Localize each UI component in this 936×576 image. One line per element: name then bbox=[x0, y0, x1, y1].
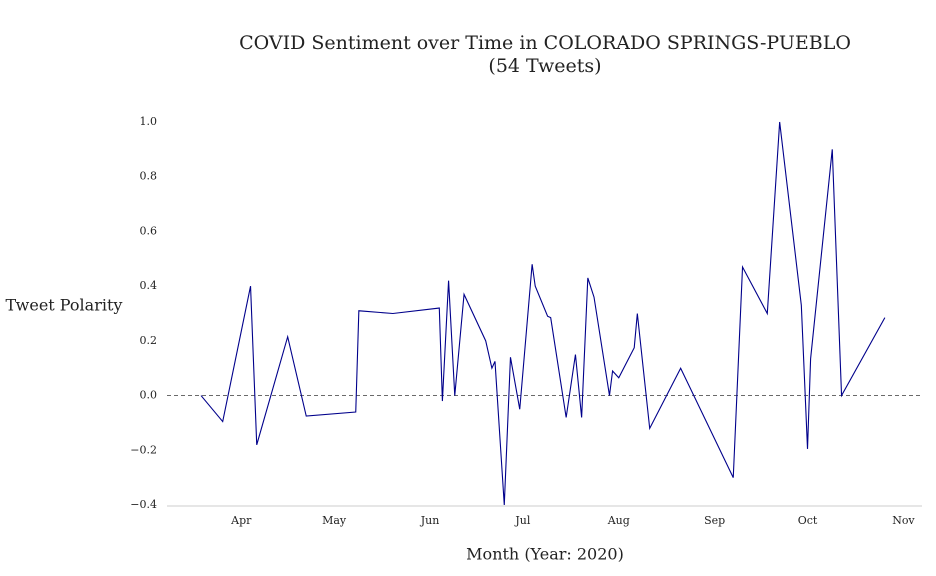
x-tick-label: Apr bbox=[230, 514, 252, 527]
y-tick-label: 0.2 bbox=[140, 334, 158, 347]
y-tick-label: 1.0 bbox=[140, 115, 158, 128]
x-tick-label: Nov bbox=[892, 514, 915, 527]
x-tick-label: Aug bbox=[607, 514, 630, 527]
y-tick-label: 0.8 bbox=[140, 170, 158, 183]
x-tick-label: Sep bbox=[704, 514, 725, 527]
chart-subtitle: (54 Tweets) bbox=[488, 55, 601, 77]
y-tick-label: 0.4 bbox=[140, 279, 158, 292]
y-axis-title: Tweet Polarity bbox=[6, 296, 123, 315]
x-tick-label: May bbox=[322, 514, 347, 527]
y-tick-label: −0.4 bbox=[130, 498, 157, 511]
y-tick-label: 0.6 bbox=[140, 224, 158, 237]
x-axis-title: Month (Year: 2020) bbox=[466, 545, 624, 564]
y-tick-label: −0.2 bbox=[130, 443, 157, 456]
chart-title: COVID Sentiment over Time in COLORADO SP… bbox=[239, 32, 851, 54]
x-tick-label: Oct bbox=[798, 514, 818, 527]
y-tick-label: 0.0 bbox=[140, 389, 158, 402]
x-tick-label: Jul bbox=[514, 514, 530, 527]
data-line bbox=[200, 121, 886, 506]
x-tick-label: Jun bbox=[420, 514, 440, 527]
